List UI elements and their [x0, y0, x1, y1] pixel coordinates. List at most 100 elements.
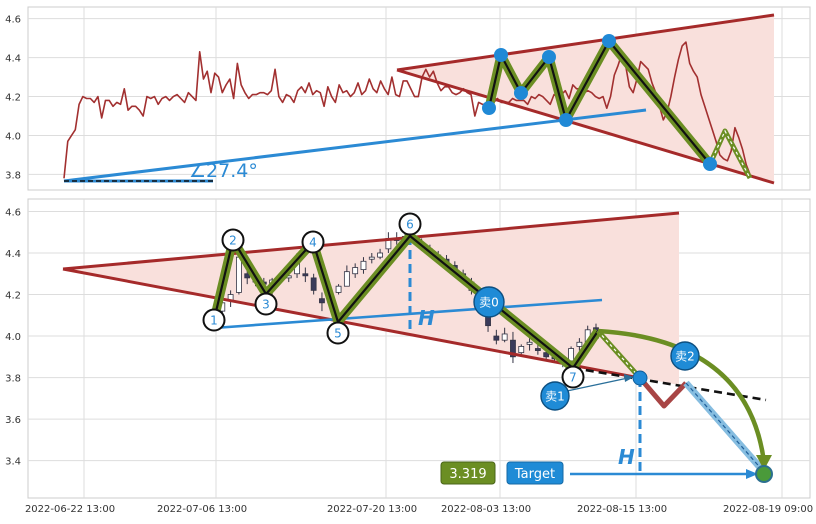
wave-label-text: 7 — [569, 371, 577, 385]
top-wave-point-5 — [559, 113, 573, 127]
wave-label-text: 5 — [334, 327, 342, 341]
bottom-target-arrow-head — [746, 469, 758, 479]
bottom-projection-dash — [685, 382, 765, 473]
target-label-box: Target — [506, 461, 564, 485]
wave-label-4: 4 — [301, 230, 325, 254]
top-ytick-label: 3.8 — [5, 170, 21, 181]
sell-marker-2: 卖2 — [670, 341, 700, 371]
wave-label-text: 1 — [210, 314, 218, 328]
wave-label-circle — [221, 228, 245, 252]
wave-label-text: 6 — [406, 218, 414, 232]
bottom-xtick-label: 2022-07-06 13:00 — [157, 504, 247, 515]
bottom-ytick-label: 3.8 — [5, 374, 21, 385]
candle-body — [352, 267, 359, 275]
top-price-line — [63, 41, 751, 179]
top-overlay — [63, 13, 775, 185]
candle-body — [377, 252, 383, 258]
bottom-panel: 3.43.63.84.04.24.44.6 2022-06-22 13:00 20… — [5, 198, 813, 515]
bottom-target-arc-head — [756, 455, 772, 470]
bottom-sell1-arrow — [566, 377, 629, 392]
wave-label-circle — [202, 308, 226, 332]
candle-body — [236, 256, 242, 293]
height-label-left: H — [418, 306, 435, 330]
wave-label-7: 7 — [561, 365, 585, 389]
candle-body — [319, 298, 325, 304]
angle-annotation: ∠27.4° — [189, 160, 258, 182]
top-ytick-label: 4.2 — [5, 93, 21, 104]
bottom-channel-upper — [62, 211, 680, 271]
sell-marker-text: 卖0 — [479, 296, 499, 310]
candle-body — [526, 341, 533, 345]
bottom-neckline — [572, 366, 767, 402]
wave-label-6: 6 — [398, 212, 422, 236]
neckline-break-point — [632, 370, 648, 386]
candle-body — [534, 348, 541, 351]
bottom-x-axis: 2022-06-22 13:00 2022-07-06 13:00 2022-07-… — [25, 504, 813, 515]
top-ytick-label: 4.0 — [5, 131, 21, 142]
candle-body — [343, 271, 350, 287]
bottom-ytick-label: 3.6 — [5, 415, 21, 426]
height-label-right: H — [618, 445, 635, 469]
target-value-text: 3.319 — [449, 467, 486, 482]
wave-label-circle — [398, 212, 422, 236]
bottom-xtick-label: 2022-08-03 13:00 — [441, 504, 531, 515]
bottom-xtick-label: 2022-06-22 13:00 — [25, 504, 115, 515]
candle-body — [501, 333, 508, 341]
wave-label-text: 4 — [309, 236, 317, 250]
top-y-axis: 3.8 4.0 4.2 4.4 4.6 — [5, 15, 21, 182]
bottom-sell1-arrow-head — [624, 374, 634, 382]
bottom-xtick-label: 2022-08-19 09:00 — [723, 504, 813, 515]
top-wave-point-2 — [494, 48, 508, 62]
candle-body — [568, 348, 574, 362]
wave-label-circle — [301, 230, 325, 254]
top-ytick-label: 4.6 — [5, 15, 21, 26]
target-label-text: Target — [514, 467, 555, 482]
sell-marker-circle — [670, 341, 700, 371]
wave-label-2: 2 — [221, 228, 245, 252]
bottom-channel-lower — [62, 267, 641, 380]
candle-body — [518, 346, 525, 354]
candle-body — [368, 256, 375, 260]
bottom-ytick-label: 4.2 — [5, 291, 21, 302]
candle-body — [493, 335, 500, 341]
top-wave-point-1 — [482, 101, 496, 115]
bottom-y-axis: 3.4 3.6 3.8 4.0 4.2 4.4 4.6 — [5, 207, 21, 467]
top-wave-point-4 — [542, 50, 556, 64]
bottom-xtick-label: 2022-08-15 13:00 — [577, 504, 667, 515]
candle-body — [335, 285, 342, 293]
candle-body — [543, 352, 550, 358]
sell-marker-circle — [473, 286, 505, 318]
candle-body — [302, 273, 309, 277]
top-price-series — [63, 41, 751, 179]
top-panel: 3.8 4.0 4.2 4.4 4.6 ∠27.4° — [5, 6, 811, 191]
candle-body — [310, 277, 317, 291]
sell-marker-text: 卖1 — [545, 390, 565, 404]
bottom-wave-tail-dash — [597, 330, 641, 379]
sell-marker-1: 卖1 — [540, 381, 570, 411]
wave-label-circle — [326, 321, 350, 345]
bottom-ytick-label: 4.6 — [5, 207, 21, 218]
bottom-ytick-label: 4.0 — [5, 332, 21, 343]
bottom-ytick-label: 3.4 — [5, 457, 21, 468]
target-point — [755, 465, 773, 483]
top-channel-upper — [396, 13, 775, 72]
top-ytick-label: 4.4 — [5, 54, 21, 65]
candle-body — [360, 260, 367, 270]
candle-body — [576, 341, 583, 347]
wave-label-text: 2 — [229, 234, 237, 248]
bottom-overlay: 1 2 3 4 5 6 7 卖0 卖1 卖2 — [62, 211, 773, 483]
bottom-support — [213, 298, 603, 330]
top-wave-tail-dash — [709, 129, 751, 179]
bottom-xtick-label: 2022-07-20 13:00 — [327, 504, 417, 515]
top-wave-point-3 — [514, 86, 528, 100]
wave-label-text: 3 — [262, 298, 270, 312]
sell-marker-circle — [540, 381, 570, 411]
bottom-pullback — [638, 376, 688, 409]
bottom-ytick-label: 4.4 — [5, 249, 21, 260]
wave-label-5: 5 — [326, 321, 350, 345]
candle-body — [510, 339, 516, 358]
wave-label-3: 3 — [254, 292, 278, 316]
top-wave-point-6 — [602, 34, 616, 48]
